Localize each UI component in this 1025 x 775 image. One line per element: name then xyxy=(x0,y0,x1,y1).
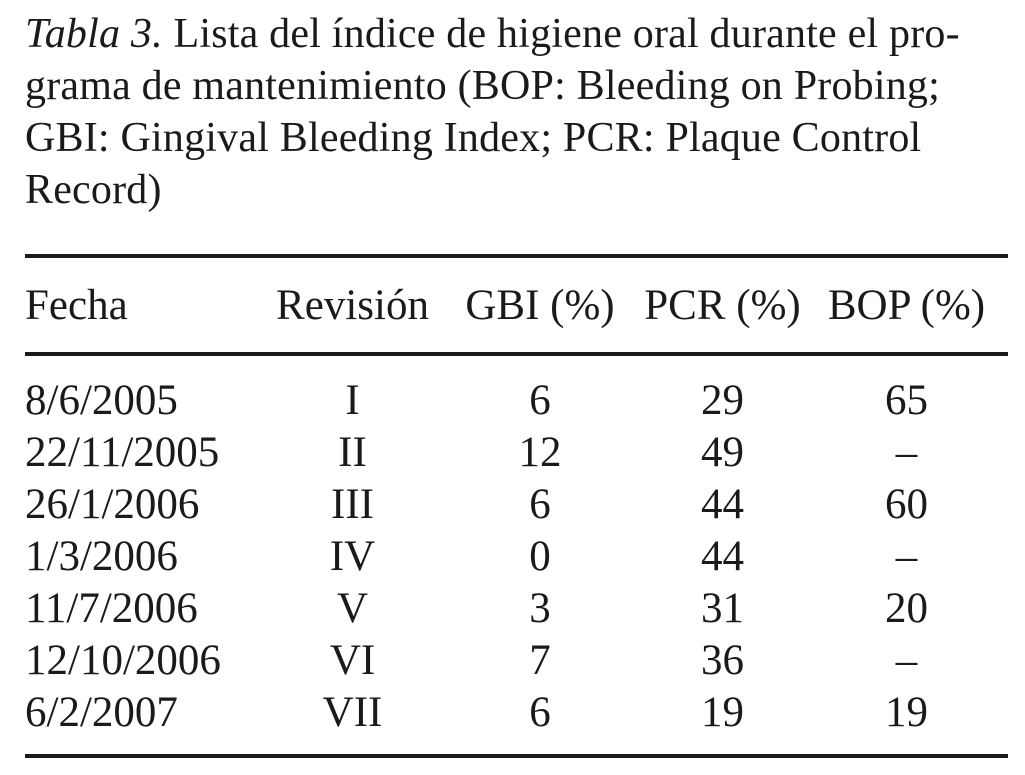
cell-gbi: 0 xyxy=(529,532,551,580)
table-caption: Tabla 3. Lista del índice de higiene ora… xyxy=(25,8,1008,216)
caption-line-4: Record) xyxy=(25,167,162,213)
cell-revision: IV xyxy=(329,532,376,580)
cell-bop: 60 xyxy=(885,480,928,528)
cell-gbi: 6 xyxy=(529,376,551,424)
header-row: Fecha Revisión GBI (%) PCR (%) BOP (%) xyxy=(25,256,1008,354)
cell-pcr: 49 xyxy=(701,428,744,476)
cell-pcr: 36 xyxy=(701,636,744,684)
table-header: Fecha Revisión GBI (%) PCR (%) BOP (%) xyxy=(25,256,1008,354)
cell-gbi: 7 xyxy=(529,636,551,684)
cell-revision: III xyxy=(331,480,374,528)
table-row: 11/7/2006 V 3 31 20 xyxy=(25,582,1008,634)
cell-revision: II xyxy=(338,428,367,476)
cell-bop: 19 xyxy=(885,688,928,736)
cell-fecha: 8/6/2005 xyxy=(25,376,178,424)
col-header-pcr: PCR (%) xyxy=(644,281,801,329)
cell-gbi: 6 xyxy=(529,688,551,736)
col-header-revision: Revisión xyxy=(276,281,429,329)
cell-gbi: 3 xyxy=(529,584,551,632)
cell-revision: I xyxy=(345,376,360,424)
cell-revision: VI xyxy=(329,636,376,684)
cell-fecha: 1/3/2006 xyxy=(25,532,178,580)
cell-fecha: 12/10/2006 xyxy=(25,636,221,684)
cell-fecha: 26/1/2006 xyxy=(25,480,200,528)
caption-line-2: grama de mantenimiento (BOP: Bleeding on… xyxy=(25,63,940,109)
cell-bop: – xyxy=(895,428,918,476)
cell-bop: 65 xyxy=(885,376,928,424)
cell-gbi: 12 xyxy=(518,428,562,476)
cell-fecha: 6/2/2007 xyxy=(25,688,178,736)
caption-line-3: GBI: Gingival Bleeding Index; PCR: Plaqu… xyxy=(25,115,922,161)
cell-bop: – xyxy=(895,532,918,580)
table-row: 6/2/2007 VII 6 19 19 xyxy=(25,686,1008,756)
table-row: 8/6/2005 I 6 29 65 xyxy=(25,354,1008,426)
col-header-gbi: GBI (%) xyxy=(465,281,615,329)
caption-line-1: Tabla 3. Lista del índice de higiene ora… xyxy=(25,11,960,57)
table-row: 26/1/2006 III 6 44 60 xyxy=(25,478,1008,530)
caption-table-number: Tabla 3. xyxy=(25,11,163,57)
cell-pcr: 44 xyxy=(701,480,744,528)
col-header-bop: BOP (%) xyxy=(827,281,986,329)
cell-gbi: 6 xyxy=(529,480,551,528)
cell-fecha: 22/11/2005 xyxy=(25,428,220,476)
table-body: 8/6/2005 I 6 29 65 22/11/2005 II 12 49 –… xyxy=(25,354,1008,756)
cell-pcr: 29 xyxy=(701,376,744,424)
table-row: 1/3/2006 IV 0 44 – xyxy=(25,530,1008,582)
table-row: 12/10/2006 VI 7 36 – xyxy=(25,634,1008,686)
caption-text-line-1: Lista del índice de higiene oral durante… xyxy=(162,11,960,57)
cell-revision: VII xyxy=(322,688,383,736)
cell-bop: – xyxy=(895,636,918,684)
table-row: 22/11/2005 II 12 49 – xyxy=(25,426,1008,478)
cell-revision: V xyxy=(336,584,369,632)
cell-fecha: 11/7/2006 xyxy=(25,584,198,632)
oral-hygiene-index-table: Fecha Revisión GBI (%) PCR (%) BOP (%) 8… xyxy=(25,254,1008,758)
cell-pcr: 44 xyxy=(701,532,744,580)
cell-pcr: 19 xyxy=(701,688,744,736)
cell-bop: 20 xyxy=(885,584,928,632)
cell-pcr: 31 xyxy=(701,584,744,632)
col-header-fecha: Fecha xyxy=(25,281,128,329)
